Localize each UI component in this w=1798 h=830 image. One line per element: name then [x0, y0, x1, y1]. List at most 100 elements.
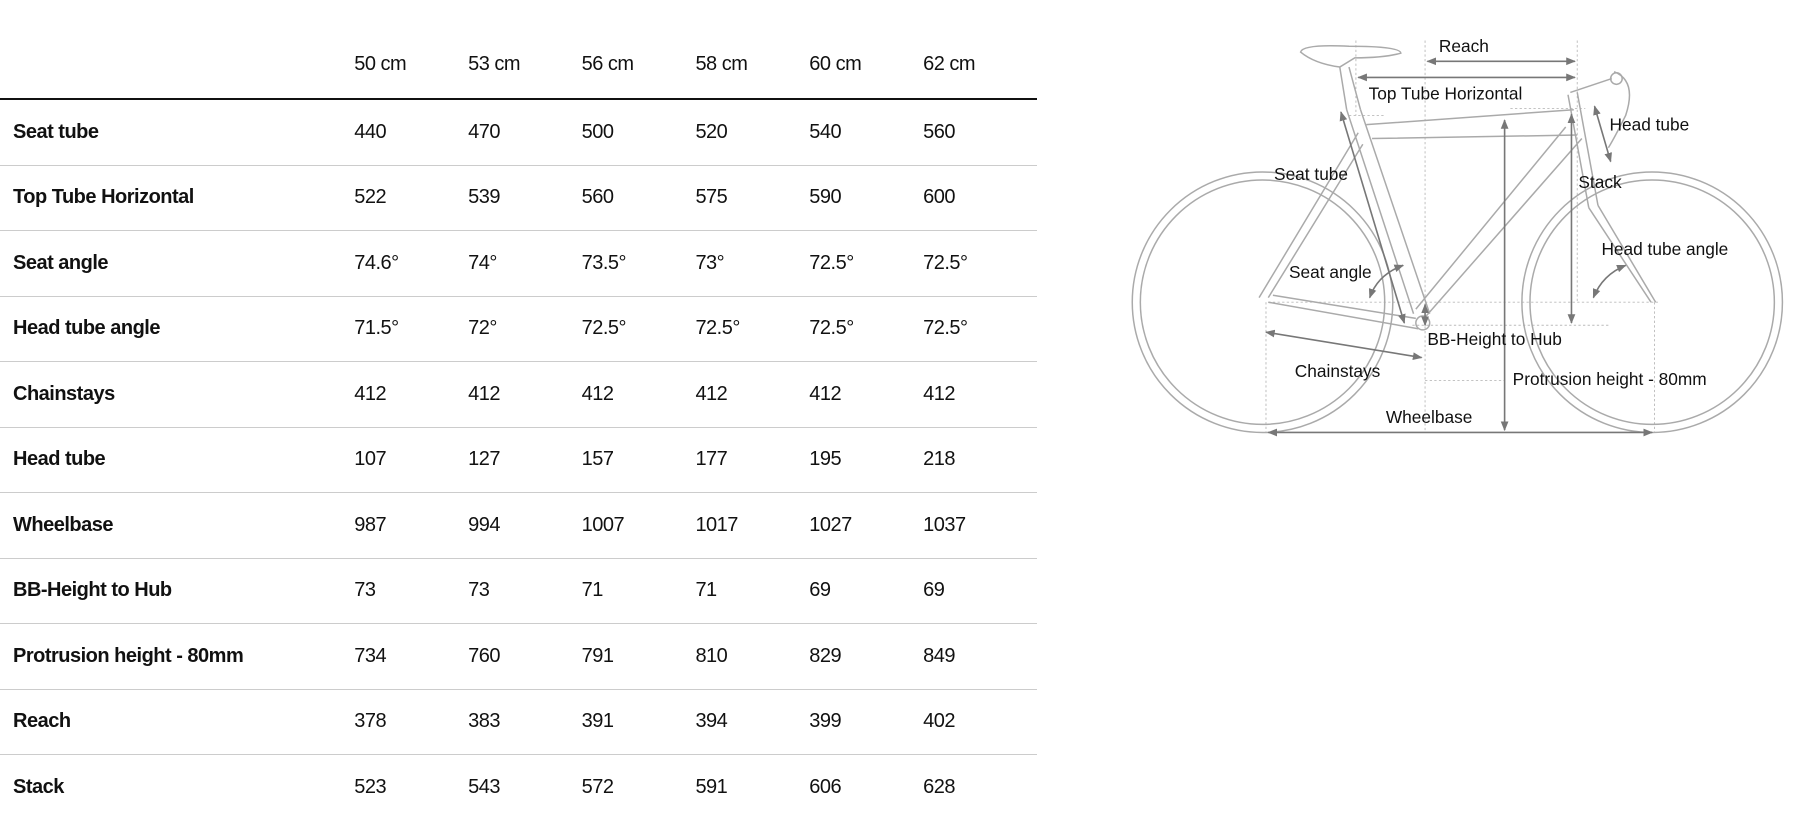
- row-label: Seat tube: [0, 99, 355, 166]
- cell-value: 470: [468, 99, 582, 166]
- cell-value: 791: [581, 623, 696, 690]
- table-row: Head tube 107 127 157 177 195 218: [0, 427, 1037, 493]
- label-bb-height: BB-Height to Hub: [1427, 329, 1561, 349]
- dimension-arrows: [1265, 57, 1654, 437]
- row-label: Seat angle: [0, 230, 355, 297]
- row-label: Head tube: [0, 427, 355, 493]
- cell-value: 73: [354, 558, 469, 624]
- cell-value: 994: [468, 492, 582, 559]
- cell-value: 74°: [468, 230, 582, 297]
- cell-value: 73°: [695, 230, 810, 297]
- cell-value: 394: [695, 689, 810, 755]
- row-label: Top Tube Horizontal: [0, 165, 355, 231]
- label-protrusion: Protrusion height - 80mm: [1513, 369, 1707, 389]
- row-label: Reach: [0, 689, 355, 755]
- row-label: BB-Height to Hub: [0, 558, 355, 624]
- cell-value: 177: [695, 427, 810, 493]
- row-label: Head tube angle: [0, 296, 355, 362]
- label-stack: Stack: [1578, 172, 1622, 192]
- cell-value: 500: [581, 99, 696, 166]
- cell-value: 383: [468, 689, 582, 755]
- table-row: BB-Height to Hub 73 73 71 71 69 69: [0, 558, 1037, 624]
- cell-value: 72.5°: [809, 296, 924, 362]
- cell-value: 127: [468, 427, 582, 493]
- geometry-table: 50 cm 53 cm 56 cm 58 cm 60 cm 62 cm Seat tube…: [0, 30, 1037, 820]
- cell-value: 72.5°: [695, 296, 810, 362]
- cell-value: 412: [809, 361, 924, 428]
- cell-value: 560: [923, 99, 1037, 166]
- cell-value: 69: [809, 558, 924, 624]
- cell-value: 572: [581, 775, 614, 798]
- label-top-tube: Top Tube Horizontal: [1369, 83, 1523, 103]
- cell-value: 628: [923, 775, 955, 798]
- cell-value: 829: [809, 623, 924, 690]
- cell-value: 575: [695, 165, 810, 231]
- cell-value: 1007: [581, 492, 696, 559]
- cell-value: 69: [923, 558, 1037, 624]
- rear-wheel: [1131, 171, 1394, 434]
- row-label: Stack: [13, 775, 64, 798]
- cell-value: 600: [923, 165, 1037, 231]
- cell-value: 74.6°: [354, 230, 469, 297]
- cell-value: 412: [354, 361, 469, 428]
- cell-value: 72.5°: [923, 230, 1037, 297]
- header-size: 56 cm: [581, 30, 696, 100]
- cell-value: 72°: [468, 296, 582, 362]
- cell-value: 734: [354, 623, 469, 690]
- label-reach: Reach: [1439, 36, 1489, 56]
- cell-value: 539: [468, 165, 582, 231]
- cell-value: 72.5°: [581, 296, 696, 362]
- row-label: Chainstays: [0, 361, 355, 428]
- table-row: Stack 523 543 572 591 606 628: [0, 755, 1037, 820]
- table-row: Head tube angle 71.5° 72° 72.5° 72.5° 72.5° 72…: [0, 296, 1037, 362]
- header-size: 50 cm: [354, 30, 469, 100]
- table-row: Seat angle 74.6° 74° 73.5° 73° 72.5° 72.5°: [0, 230, 1037, 297]
- cell-value: 391: [581, 689, 696, 755]
- cell-value: 157: [581, 427, 696, 493]
- header-size: 60 cm: [809, 30, 924, 100]
- label-wheelbase: Wheelbase: [1386, 407, 1472, 427]
- cell-value: 523: [354, 775, 387, 798]
- table-row: Wheelbase 987 994 1007 1017 1027 1037: [0, 492, 1037, 559]
- bike-geometry-diagram: Reach Top Tube Horizontal Head tube Seat…: [1131, 36, 1784, 437]
- cell-value: 522: [354, 165, 469, 231]
- header-size: 58 cm: [695, 30, 810, 100]
- saddle: [1299, 45, 1402, 68]
- header-size: 53 cm: [468, 30, 582, 100]
- cell-value: 543: [468, 775, 500, 798]
- cell-value: 412: [468, 361, 582, 428]
- table-row: Reach 378 383 391 394 399 402: [0, 689, 1037, 755]
- cell-value: 590: [809, 165, 924, 231]
- cell-value: 73: [468, 558, 582, 624]
- cell-value: 72.5°: [923, 296, 1037, 362]
- row-label: Protrusion height - 80mm: [0, 623, 355, 690]
- cell-value: 399: [809, 689, 924, 755]
- cell-value: 1017: [695, 492, 810, 559]
- row-label: Wheelbase: [0, 492, 355, 559]
- header-empty: [0, 30, 355, 100]
- cell-value: 412: [923, 361, 1037, 428]
- cell-value: 72.5°: [809, 230, 924, 297]
- cell-value: 810: [695, 623, 810, 690]
- cell-value: 71: [581, 558, 696, 624]
- cell-value: 520: [695, 99, 810, 166]
- table-row: Protrusion height - 80mm 734 760 791 810 829 8…: [0, 623, 1037, 690]
- cell-value: 378: [354, 689, 469, 755]
- header-row: 50 cm 53 cm 56 cm 58 cm 60 cm 62 cm: [0, 30, 1037, 100]
- cell-value: 987: [354, 492, 469, 559]
- bottom-bracket: [1415, 315, 1431, 331]
- cell-value: 107: [354, 427, 469, 493]
- cell-value: 73.5°: [581, 230, 696, 297]
- cell-value: 412: [581, 361, 696, 428]
- cell-value: 195: [809, 427, 924, 493]
- cell-value: 1037: [923, 492, 1037, 559]
- cell-value: 591: [695, 775, 728, 798]
- label-head-tube: Head tube: [1610, 114, 1690, 134]
- cell-value: 218: [923, 427, 1037, 493]
- cell-value: 402: [923, 689, 1037, 755]
- table-row: Seat tube 440 470 500 520 540 560: [0, 99, 1037, 166]
- header-size: 62 cm: [923, 30, 1037, 100]
- dimension-labels: Reach Top Tube Horizontal Head tube Seat…: [1274, 36, 1728, 427]
- cell-value: 71: [695, 558, 810, 624]
- cell-value: 606: [809, 775, 842, 798]
